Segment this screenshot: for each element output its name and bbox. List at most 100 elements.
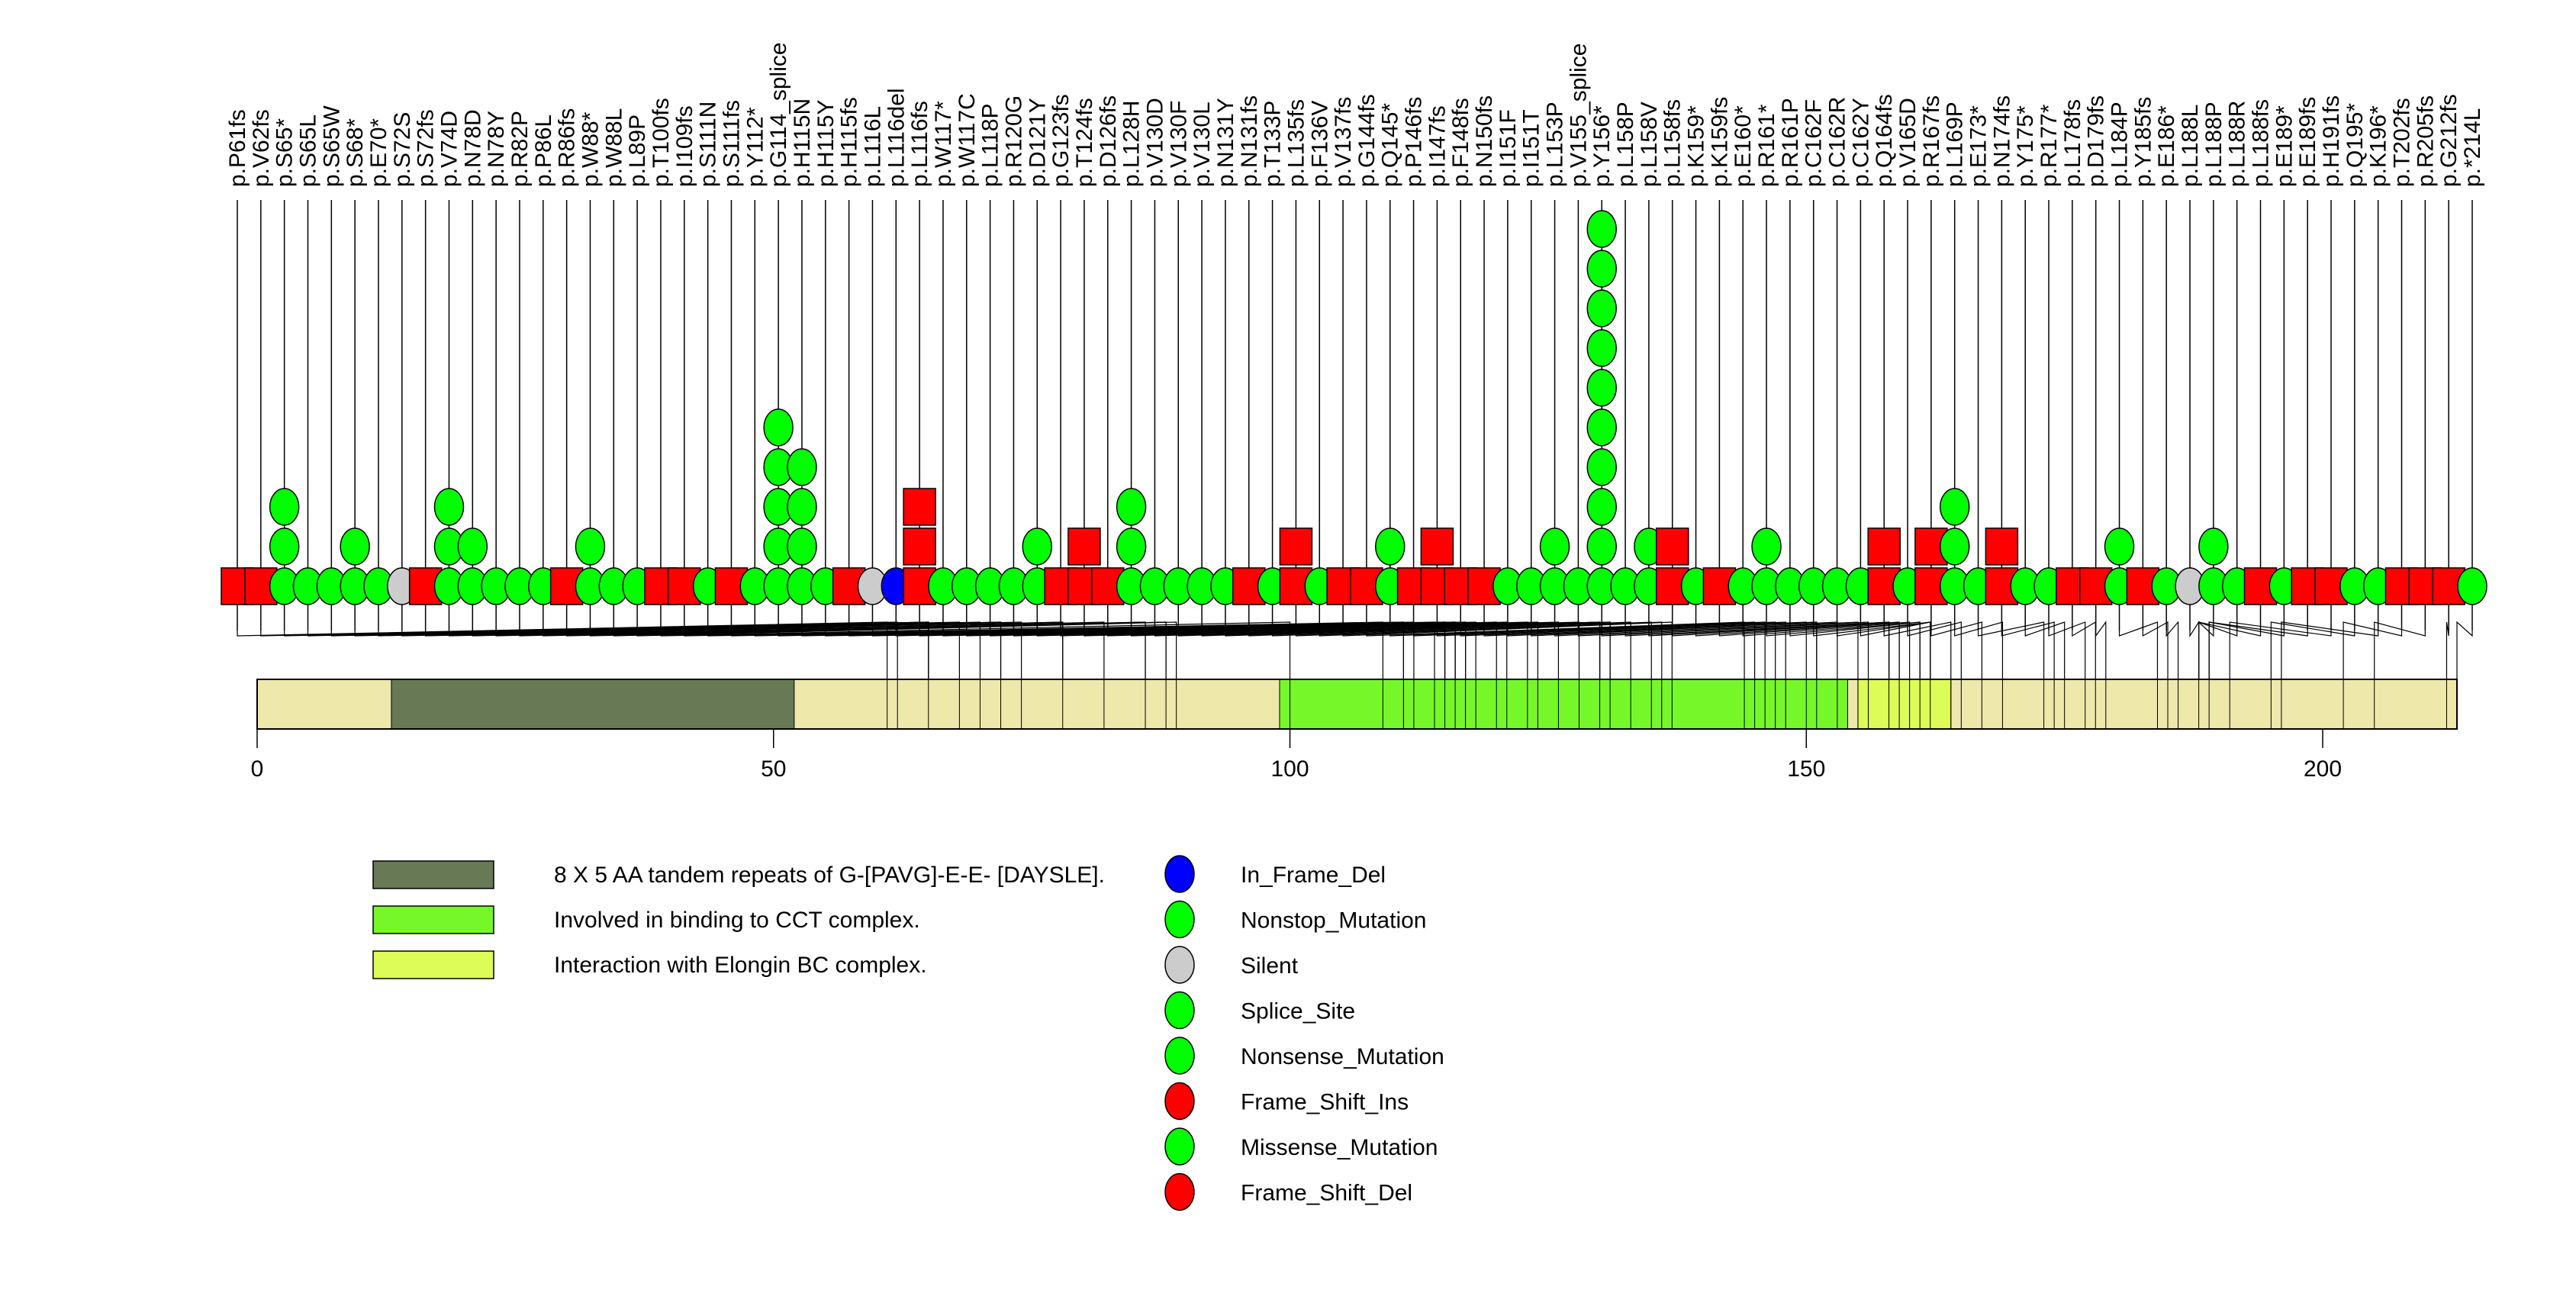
legend-mutation-swatch — [1164, 1037, 1195, 1075]
x-tick-label: 0 — [251, 756, 264, 782]
position-connector — [990, 621, 1476, 679]
mutation-label: p.I109fs — [672, 105, 697, 187]
mutation-label: p.L184P — [2107, 102, 2133, 187]
mutation-label: p.H191fs — [2319, 95, 2344, 187]
nonsense-mutation-marker — [1586, 329, 1617, 367]
nonstop-mutation-marker — [2457, 567, 2487, 605]
missense-mutation-marker — [2198, 527, 2229, 566]
mutation-label: p.S65W — [319, 105, 344, 187]
position-connector — [330, 621, 929, 679]
mutation-label: p.Y156* — [1589, 105, 1615, 187]
mutation-label: p.E173* — [1966, 105, 1992, 187]
nonsense-mutation-marker — [1374, 527, 1406, 566]
position-connector — [566, 621, 1146, 679]
position-connector — [1319, 621, 1663, 679]
mutation-label: p.Q145* — [1378, 103, 1403, 187]
mutation-label: p.D179fs — [2084, 95, 2109, 187]
frame-shift-marker — [1867, 527, 1901, 566]
mutation-label: p.Q164fs — [1872, 94, 1897, 187]
position-connector — [425, 621, 1002, 679]
position-connector — [378, 621, 981, 679]
mutation-label: p.G144fs — [1354, 94, 1380, 187]
mutation-label: p.G114_splice — [766, 42, 791, 187]
mutation-label: p.L188L — [2178, 105, 2203, 187]
position-connector — [1672, 621, 1890, 679]
mutation-label: p.W117C — [955, 93, 980, 187]
position-connector — [1271, 621, 1631, 679]
mutation-label: p.E160* — [1731, 105, 1756, 187]
mutation-labels: p.P61fsp.V62fsp.S65*p.S65Lp.S65Wp.S68*p.… — [225, 42, 2485, 187]
mutation-label: p.T100fs — [649, 98, 674, 187]
mutation-label: p.V74D — [436, 111, 462, 187]
position-connector — [660, 621, 1291, 679]
legend-mutation-swatch — [1164, 1172, 1195, 1211]
position-connector — [1366, 621, 1745, 679]
mutation-label: p.S111N — [696, 102, 721, 187]
position-connector — [519, 621, 1105, 679]
missense-mutation-marker — [1022, 527, 1053, 566]
mutation-label: p.H115N — [790, 98, 815, 187]
mutation-label: p.L178fs — [2060, 99, 2085, 187]
mutation-label: p.L128H — [1119, 101, 1145, 187]
nonsense-mutation-marker — [269, 488, 300, 526]
position-connector — [1036, 621, 1508, 679]
nonsense-mutation-marker — [575, 527, 606, 566]
mutation-label: p.L116fs — [907, 101, 932, 187]
missense-mutation-marker — [1116, 488, 1147, 526]
position-connector — [1201, 621, 1601, 679]
position-connector — [1954, 621, 2004, 679]
position-connector — [2024, 621, 2066, 679]
mutation-label: p.E189fs — [2295, 97, 2320, 187]
nonsense-mutation-marker — [269, 527, 300, 566]
mutation-label: p.R161* — [1754, 104, 1779, 187]
mutation-label: p.E186* — [2154, 105, 2179, 187]
mutation-label: p.V165D — [1895, 98, 1921, 187]
nonsense-mutation-marker — [340, 527, 370, 566]
legend-mutation-label: Missense_Mutation — [1241, 1135, 1438, 1160]
legend-mutation-label: Frame_Shift_Ins — [1241, 1090, 1409, 1115]
mutation-stems — [237, 200, 2473, 630]
position-connector — [2198, 621, 2214, 679]
position-connector — [2446, 621, 2449, 679]
position-connector — [1248, 621, 1611, 679]
mutation-label: p.C162R — [1825, 97, 1850, 187]
legend-mutation-swatch — [1164, 1127, 1195, 1166]
position-connector — [1531, 621, 1818, 679]
mutation-label: p.D126fs — [1096, 95, 1121, 187]
position-connector — [1483, 621, 1807, 679]
nonsense-mutation-marker — [1586, 527, 1617, 566]
missense-mutation-marker — [1939, 488, 1970, 526]
mutation-label: p.*214L — [2460, 108, 2485, 187]
position-connector — [1554, 621, 1838, 679]
nonsense-mutation-marker — [1586, 369, 1617, 407]
protein-domain — [1279, 679, 1848, 730]
position-connector — [636, 621, 1177, 679]
mutation-label: p.N150fs — [1472, 95, 1497, 187]
legend-mutation-label: Nonsense_Mutation — [1241, 1044, 1444, 1069]
legend-mutation-swatch — [1164, 900, 1195, 939]
mutation-label: p.P86L — [531, 114, 556, 187]
position-connector — [2118, 621, 2159, 679]
mutation-label: p.V130F — [1166, 101, 1191, 187]
mutation-label: p.T202fs — [2390, 98, 2415, 187]
position-connector — [354, 621, 960, 679]
x-axis: 0 50 100 150 200 — [251, 729, 2342, 782]
mutation-label: p.L116L — [860, 106, 885, 187]
nonsense-mutation-marker — [1586, 210, 1617, 248]
mutation-label: p.P61fs — [225, 109, 250, 187]
position-connector — [2456, 621, 2473, 679]
position-connector — [1013, 621, 1497, 679]
mutation-label: p.V137fs — [1331, 97, 1356, 187]
mutation-label: p.F136V — [1307, 101, 1332, 187]
mutation-label: p.N131fs — [1237, 95, 1262, 187]
position-connector — [1601, 621, 1869, 679]
mutation-label: p.S65* — [272, 118, 298, 187]
position-connector — [1718, 621, 1900, 679]
missense-mutation-marker — [787, 448, 817, 486]
frame-shift-marker — [1279, 527, 1313, 566]
legend-mutation-label: Silent — [1241, 953, 1299, 979]
mutation-label: p.V155_splice — [1566, 44, 1591, 187]
missense-mutation-marker — [433, 488, 465, 526]
mutation-label: p.P146fs — [1402, 97, 1427, 187]
mutation-label: p.V130L — [1190, 102, 1215, 187]
